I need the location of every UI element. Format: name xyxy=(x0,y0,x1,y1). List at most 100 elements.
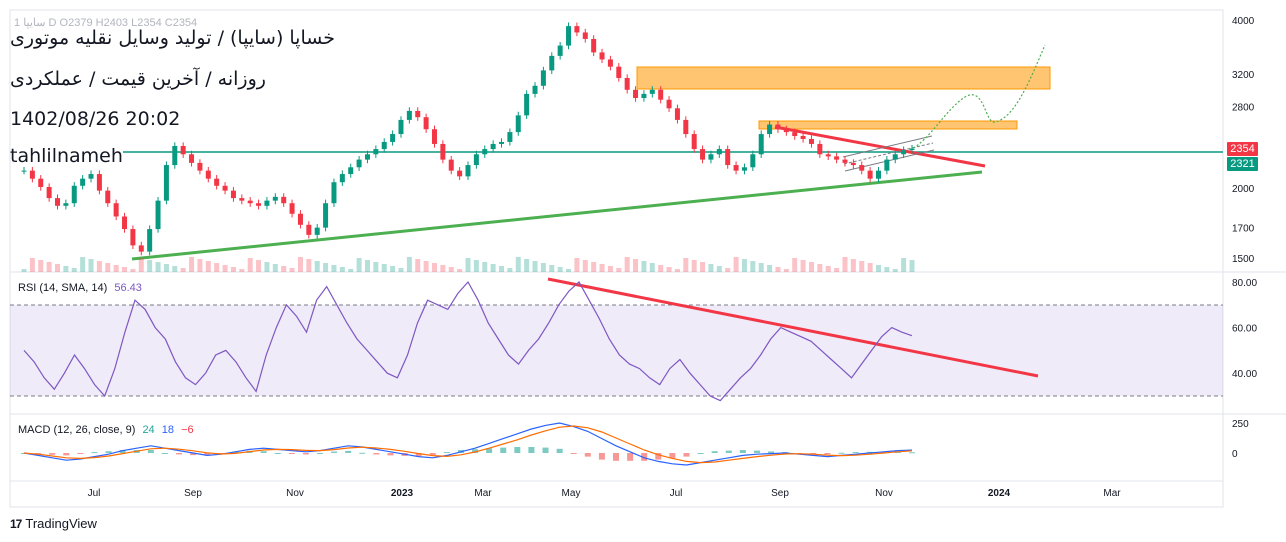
rsi-line xyxy=(23,280,913,402)
volume-bar xyxy=(649,263,655,272)
volume-bar xyxy=(205,261,211,272)
rsi-legend[interactable]: RSI (14, SMA, 14) 56.43 xyxy=(18,282,146,294)
candle-body xyxy=(38,178,44,187)
volume-bar xyxy=(507,268,513,272)
volume-bar xyxy=(21,269,27,272)
candle-body xyxy=(901,150,907,155)
candle-body xyxy=(440,143,446,160)
candle-body xyxy=(163,165,169,201)
volume-bar xyxy=(155,262,161,272)
volume-bar xyxy=(297,257,303,272)
candle-body xyxy=(239,198,245,201)
tradingview-logo[interactable]: 17 TradingView xyxy=(10,516,97,531)
candle-body xyxy=(297,213,303,225)
macd-histogram-bar xyxy=(598,453,605,460)
candle-body xyxy=(465,165,471,177)
candle-body xyxy=(767,124,773,135)
macd-legend[interactable]: MACD (12, 26, close, 9) 24 18 −6 xyxy=(18,424,198,436)
volume-bar xyxy=(197,259,203,272)
candle-body xyxy=(683,119,689,135)
volume-bar xyxy=(909,260,915,272)
chart-settings-title: روزانه / آخرین قیمت / عملکردی xyxy=(10,68,266,90)
macd-histogram-bar xyxy=(669,453,676,459)
volume-bar xyxy=(46,262,52,272)
volume-bar xyxy=(172,266,178,272)
volume-bar xyxy=(88,259,94,272)
macd-histogram-bar xyxy=(472,449,479,453)
candle-body xyxy=(189,154,195,163)
resistance-zone-upper xyxy=(636,66,1051,90)
macd-line xyxy=(23,422,913,466)
volume-bar xyxy=(306,259,312,272)
macd-histogram-bar xyxy=(288,453,295,454)
volume-bar xyxy=(63,266,69,272)
candle-body xyxy=(323,203,329,228)
candle-body xyxy=(172,145,178,166)
candle-body xyxy=(800,135,806,139)
volume-bar xyxy=(415,259,421,272)
macd-histogram-bar xyxy=(486,448,493,453)
volume-bar xyxy=(783,269,789,272)
macd-histogram-bar xyxy=(824,453,831,455)
candle-body xyxy=(750,154,756,168)
candle-body xyxy=(214,178,220,186)
tradingview-brand: TradingView xyxy=(25,516,97,531)
volume-bar xyxy=(875,265,881,272)
volume-bar xyxy=(524,259,530,272)
rsi-tick-label: 60.00 xyxy=(1232,324,1257,335)
volume-bar xyxy=(700,262,706,272)
volume-bar xyxy=(80,257,86,272)
candle-body xyxy=(105,190,111,204)
candle-body xyxy=(624,77,630,90)
candle-body xyxy=(825,154,831,157)
volume-bar xyxy=(850,259,856,272)
last-price-badge[interactable]: 2354 xyxy=(1227,142,1258,156)
macd-histogram-bar xyxy=(514,447,521,453)
candle-body xyxy=(591,38,597,53)
macd-histogram-bar xyxy=(105,451,112,453)
volume-bar xyxy=(105,263,111,272)
volume-bar xyxy=(138,258,144,272)
candle-body xyxy=(272,196,278,201)
candle-body xyxy=(230,190,236,199)
volume-bar xyxy=(130,269,136,272)
volume-bar xyxy=(733,257,739,272)
volume-bar xyxy=(834,268,840,272)
candle-body xyxy=(792,132,798,136)
volume-bar xyxy=(390,266,396,272)
volume-bar xyxy=(641,261,647,272)
support-trendline xyxy=(131,170,983,261)
time-tick-label: Nov xyxy=(286,488,304,499)
level-price-badge[interactable]: 2321 xyxy=(1227,157,1258,171)
candle-body xyxy=(88,174,94,179)
candle-body xyxy=(482,149,488,155)
macd-histogram-bar xyxy=(711,451,718,453)
volume-bar xyxy=(725,268,731,272)
volume-bar xyxy=(741,259,747,272)
volume-bar xyxy=(348,269,354,272)
volume-bar xyxy=(448,267,454,272)
macd-histogram-bar xyxy=(317,453,323,454)
candle-body xyxy=(599,52,605,60)
volume-bar xyxy=(842,257,848,272)
candle-body xyxy=(716,149,722,155)
candle-body xyxy=(524,93,530,116)
candle-body xyxy=(63,203,69,206)
macd-histogram-bar xyxy=(415,453,422,456)
price-tick-label: 2000 xyxy=(1232,184,1255,195)
time-tick-label: Sep xyxy=(184,488,202,499)
last-price-value: 2354 xyxy=(1230,143,1255,155)
rsi-axis-ticks: 80.00 60.00 40.00 xyxy=(1232,278,1257,380)
signal-line xyxy=(23,425,913,464)
candle-body xyxy=(490,143,496,150)
volume-bar xyxy=(750,261,756,272)
candle-body xyxy=(306,224,312,235)
macd-histogram-bar xyxy=(838,452,845,454)
time-tick-label: Mar xyxy=(1103,488,1121,499)
volume-bar xyxy=(616,268,622,272)
candle-body xyxy=(633,89,639,99)
volume-bar xyxy=(247,258,253,272)
candle-body xyxy=(138,245,144,252)
macd-histogram-bar xyxy=(345,450,352,453)
